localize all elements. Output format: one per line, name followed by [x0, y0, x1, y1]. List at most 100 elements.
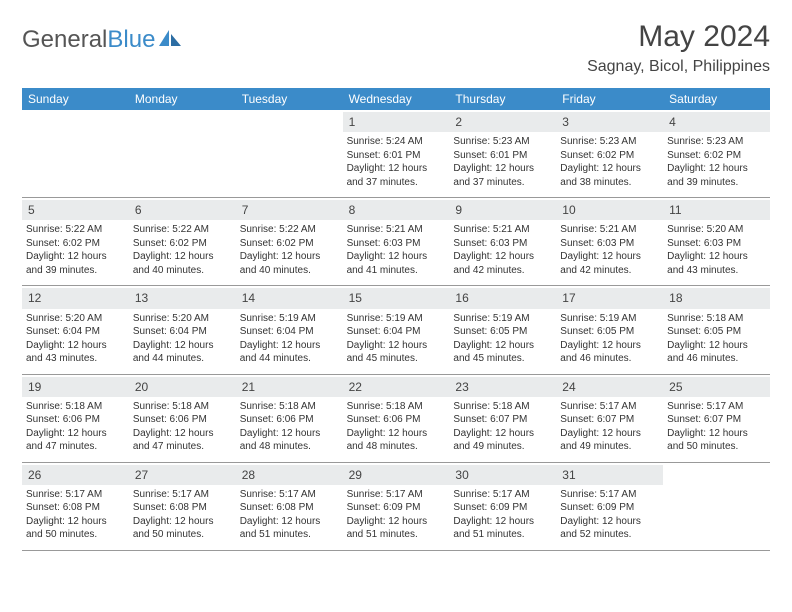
cell-line: Daylight: 12 hours [133, 250, 232, 264]
cell-line: Sunset: 6:04 PM [347, 325, 446, 339]
cell-line: Daylight: 12 hours [453, 427, 552, 441]
cell-line: Sunrise: 5:19 AM [453, 312, 552, 326]
cell-line: and 44 minutes. [133, 352, 232, 366]
cell-line: Daylight: 12 hours [133, 339, 232, 353]
cell-line: and 37 minutes. [347, 176, 446, 190]
day-number: 30 [449, 465, 556, 485]
day-header: Monday [129, 88, 236, 110]
cell-line: Sunset: 6:08 PM [240, 501, 339, 515]
cell-line: Daylight: 12 hours [26, 250, 125, 264]
cell-line: and 51 minutes. [347, 528, 446, 542]
calendar-cell [129, 110, 236, 197]
cell-line: Sunset: 6:02 PM [240, 237, 339, 251]
cell-line: Sunrise: 5:18 AM [133, 400, 232, 414]
cell-line: Daylight: 12 hours [560, 162, 659, 176]
day-number [236, 112, 343, 132]
calendar-cell: 22Sunrise: 5:18 AMSunset: 6:06 PMDayligh… [343, 375, 450, 462]
calendar-cell: 23Sunrise: 5:18 AMSunset: 6:07 PMDayligh… [449, 375, 556, 462]
day-number: 11 [663, 200, 770, 220]
header: GeneralBlue May 2024 Sagnay, Bicol, Phil… [22, 20, 770, 76]
day-number: 10 [556, 200, 663, 220]
cell-line: Daylight: 12 hours [453, 250, 552, 264]
cell-line: Daylight: 12 hours [667, 427, 766, 441]
cell-line: Sunset: 6:01 PM [453, 149, 552, 163]
cell-line: Sunset: 6:06 PM [26, 413, 125, 427]
calendar-cell: 8Sunrise: 5:21 AMSunset: 6:03 PMDaylight… [343, 198, 450, 285]
calendar-cell: 30Sunrise: 5:17 AMSunset: 6:09 PMDayligh… [449, 463, 556, 550]
cell-line: Daylight: 12 hours [26, 427, 125, 441]
day-header: Saturday [663, 88, 770, 110]
calendar-cell [663, 463, 770, 550]
cell-line: Sunset: 6:03 PM [453, 237, 552, 251]
calendar-cell: 29Sunrise: 5:17 AMSunset: 6:09 PMDayligh… [343, 463, 450, 550]
cell-line: Sunset: 6:03 PM [347, 237, 446, 251]
calendar-cell: 17Sunrise: 5:19 AMSunset: 6:05 PMDayligh… [556, 286, 663, 373]
week-row: 12 Sunrise: 5:20 AM Sunset: 6:04 PM Dayligh… [22, 286, 770, 374]
cell-line: and 37 minutes. [453, 176, 552, 190]
cell-line: Sunrise: 5:18 AM [347, 400, 446, 414]
cell-line: Sunrise: 5:18 AM [26, 400, 125, 414]
cell-line: Sunrise: 5:17 AM [560, 400, 659, 414]
day-number [129, 112, 236, 132]
cell-line: Daylight: 12 hours [347, 427, 446, 441]
day-number: 24 [556, 377, 663, 397]
calendar-cell: 4Sunrise: 5:23 AMSunset: 6:02 PMDaylight… [663, 110, 770, 197]
cell-line: Sunset: 6:07 PM [667, 413, 766, 427]
day-number: 19 [22, 377, 129, 397]
cell-line: Sunset: 6:07 PM [453, 413, 552, 427]
cell-line: Sunrise: 5:20 AM [667, 223, 766, 237]
cell-line: Daylight: 12 hours [347, 162, 446, 176]
calendar-cell: 24Sunrise: 5:17 AMSunset: 6:07 PMDayligh… [556, 375, 663, 462]
cell-line: Daylight: 12 hours [240, 339, 339, 353]
calendar-cell: 14Sunrise: 5:19 AMSunset: 6:04 PMDayligh… [236, 286, 343, 373]
cell-line: Sunset: 6:05 PM [560, 325, 659, 339]
day-header: Sunday [22, 88, 129, 110]
calendar-cell [22, 110, 129, 197]
cell-line: Sunset: 6:09 PM [347, 501, 446, 515]
cell-line: Daylight: 12 hours [133, 427, 232, 441]
cell-line: and 42 minutes. [453, 264, 552, 278]
cell-line: and 50 minutes. [133, 528, 232, 542]
cell-line: Sunset: 6:07 PM [560, 413, 659, 427]
calendar-cell: 6Sunrise: 5:22 AMSunset: 6:02 PMDaylight… [129, 198, 236, 285]
day-header: Friday [556, 88, 663, 110]
cell-line: Daylight: 12 hours [453, 339, 552, 353]
cell-line: Daylight: 12 hours [240, 250, 339, 264]
cell-line: Sunrise: 5:19 AM [560, 312, 659, 326]
cell-line: Sunrise: 5:18 AM [667, 312, 766, 326]
cell-line: Sunset: 6:09 PM [453, 501, 552, 515]
weeks-container: 1Sunrise: 5:24 AMSunset: 6:01 PMDaylight… [22, 110, 770, 551]
calendar-cell: 7Sunrise: 5:22 AMSunset: 6:02 PMDaylight… [236, 198, 343, 285]
cell-line: Sunrise: 5:18 AM [453, 400, 552, 414]
cell-line: and 40 minutes. [240, 264, 339, 278]
cell-line: Sunset: 6:02 PM [26, 237, 125, 251]
day-number: 27 [129, 465, 236, 485]
cell-line: Sunrise: 5:18 AM [240, 400, 339, 414]
day-number: 29 [343, 465, 450, 485]
cell-line: Sunrise: 5:21 AM [347, 223, 446, 237]
calendar-cell: 18Sunrise: 5:18 AMSunset: 6:05 PMDayligh… [663, 286, 770, 373]
calendar-cell: 13Sunrise: 5:20 AMSunset: 6:04 PMDayligh… [129, 286, 236, 373]
cell-line: Daylight: 12 hours [26, 339, 125, 353]
day-number: 14 [236, 288, 343, 308]
cell-line: and 38 minutes. [560, 176, 659, 190]
cell-line: and 45 minutes. [453, 352, 552, 366]
cell-line: Sunrise: 5:22 AM [26, 223, 125, 237]
cell-line: Sunset: 6:05 PM [453, 325, 552, 339]
calendar-cell: 26Sunrise: 5:17 AMSunset: 6:08 PMDayligh… [22, 463, 129, 550]
logo-sail-icon [159, 28, 183, 53]
cell-line: and 46 minutes. [667, 352, 766, 366]
cell-line: Sunset: 6:02 PM [667, 149, 766, 163]
day-number: 18 [663, 288, 770, 308]
cell-line: and 49 minutes. [560, 440, 659, 454]
cell-line: Sunrise: 5:23 AM [453, 135, 552, 149]
cell-line: Sunrise: 5:20 AM [133, 312, 232, 326]
day-number: 12 [22, 288, 129, 308]
cell-line: Daylight: 12 hours [240, 515, 339, 529]
day-number: 17 [556, 288, 663, 308]
week-row: 1Sunrise: 5:24 AMSunset: 6:01 PMDaylight… [22, 110, 770, 198]
cell-line: Daylight: 12 hours [347, 250, 446, 264]
cell-line: and 48 minutes. [347, 440, 446, 454]
cell-line: and 47 minutes. [133, 440, 232, 454]
day-number: 21 [236, 377, 343, 397]
